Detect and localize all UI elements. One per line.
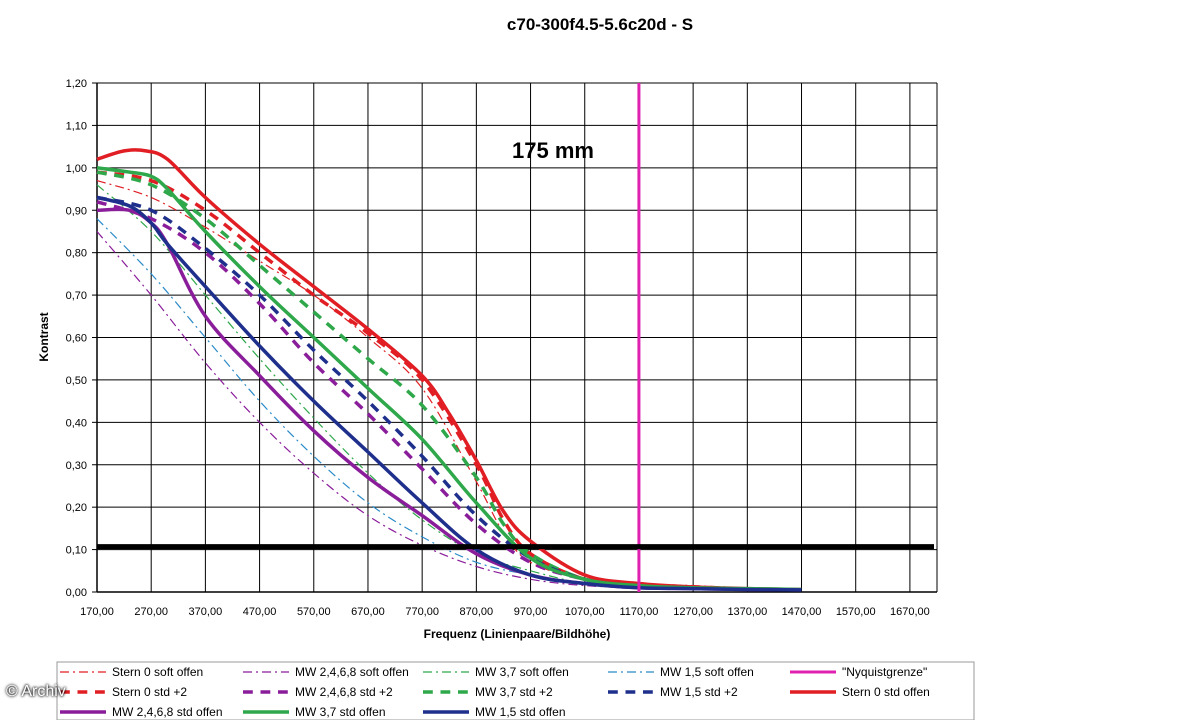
x-tick-label: 170,00 [80, 606, 114, 618]
legend-item-label: MW 2,4,6,8 std +2 [295, 685, 393, 699]
series-line-mw-1-5-std-offen [96, 195, 802, 592]
series-layer [96, 148, 802, 592]
series-line-mw-2-4-6-8-soft-offen [96, 231, 639, 589]
legend-item-label: MW 3,7 std offen [295, 705, 386, 719]
legend-item-label: MW 1,5 std offen [475, 705, 566, 719]
y-tick-label: 0,50 [66, 375, 87, 387]
x-tick-label: 1370,00 [727, 606, 767, 618]
x-tick-label: 670,00 [351, 606, 385, 618]
y-tick-label: 1,00 [66, 163, 87, 175]
chart-legend: Stern 0 soft offen MW 2,4,6,8 soft offen M… [56, 661, 975, 720]
series-line-mw-2-4-6-8-std-offen [96, 207, 802, 592]
x-axis-label: Frequenz (Linienpaare/Bildhöhe) [424, 627, 611, 641]
y-tick-label: 0,10 [66, 545, 87, 557]
credit-watermark: © Archiv [6, 683, 66, 700]
legend-item-label: MW 2,4,6,8 std offen [112, 705, 223, 719]
legend-item-label: MW 3,7 std +2 [475, 685, 553, 699]
x-tick-label: 1570,00 [836, 606, 876, 618]
x-tick-label: 970,00 [514, 606, 548, 618]
y-tick-label: 0,60 [66, 333, 87, 345]
y-tick-label: 0,70 [66, 290, 87, 302]
x-tick-label: 1470,00 [782, 606, 822, 618]
series-line-mw-2-4-6-8-std-2 [96, 200, 640, 590]
y-tick-label: 0,80 [66, 248, 87, 260]
series-line-stern-0-soft-offen [96, 180, 802, 590]
legend-item-label: Stern 0 std offen [842, 685, 930, 699]
legend-item-label: MW 1,5 soft offen [660, 665, 754, 679]
legend-item-label: Stern 0 std +2 [112, 685, 187, 699]
x-tick-label: 1670,00 [890, 606, 930, 618]
axis-ticks: 170,00 270,00 370,00 470,00 570,00 670,00 770,… [66, 78, 930, 618]
y-tick-label: 0,30 [66, 460, 87, 472]
y-tick-label: 0,20 [66, 502, 87, 514]
focal-length-annotation: 175 mm [512, 138, 594, 163]
x-tick-label: 570,00 [297, 606, 331, 618]
y-tick-label: 0,40 [66, 417, 87, 429]
x-tick-label: 770,00 [405, 606, 439, 618]
reference-lines [97, 83, 934, 592]
series-line-stern-0-std-offen [96, 148, 802, 592]
y-tick-label: 1,10 [66, 120, 87, 132]
y-axis-label: Kontrast [37, 312, 51, 361]
x-tick-label: 1270,00 [673, 606, 713, 618]
legend-item-label: Stern 0 soft offen [112, 665, 203, 679]
legend-item-label: MW 1,5 std +2 [660, 685, 738, 699]
series-line-mw-3-7-soft-offen [96, 184, 639, 589]
y-tick-label: 1,20 [66, 78, 87, 90]
x-tick-label: 270,00 [134, 606, 168, 618]
x-tick-label: 1070,00 [565, 606, 605, 618]
chart-title: c70-300f4.5-5.6c20d - S [507, 15, 693, 34]
x-tick-label: 1170,00 [619, 606, 658, 618]
x-tick-label: 370,00 [189, 606, 223, 618]
x-tick-label: 470,00 [243, 606, 277, 618]
y-tick-label: 0,90 [66, 205, 87, 217]
legend-item-label: MW 2,4,6,8 soft offen [295, 665, 409, 679]
series-line-mw-1-5-soft-offen [96, 218, 639, 589]
x-tick-label: 870,00 [460, 606, 494, 618]
plot-grid [92, 82, 938, 593]
legend-item-label: "Nyquistgrenze" [842, 665, 927, 679]
y-tick-label: 0,00 [66, 587, 87, 599]
legend-item-label: MW 3,7 soft offen [475, 665, 569, 679]
series-line-stern-0-std-2 [96, 170, 640, 588]
